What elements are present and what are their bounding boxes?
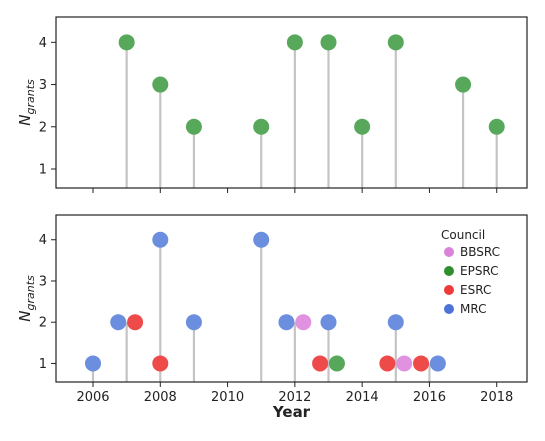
- data-point: [354, 118, 371, 135]
- bottom-panel: 1 2 3 4 2006 2008 2010 2012 2014 2016 2018 Ngrants Y…: [16, 214, 528, 421]
- data-point-esrc: [312, 355, 329, 372]
- data-point-mrc: [387, 314, 404, 331]
- legend-marker-mrc: [444, 304, 454, 314]
- plot-frame: [55, 16, 528, 189]
- x-tick-label: 2016: [413, 390, 446, 405]
- x-tick-label: 2012: [278, 390, 311, 405]
- legend-label-esrc: ESRC: [460, 283, 491, 297]
- data-point: [320, 34, 337, 51]
- x-tick-label: 2006: [76, 390, 109, 405]
- y-axis-title-subscript: grants: [24, 275, 37, 311]
- y-tick-label: 4: [39, 36, 47, 51]
- top-panel: 1 2 3 4 Ngrants: [16, 16, 528, 193]
- data-point: [253, 118, 270, 135]
- data-point-mrc: [185, 314, 202, 331]
- data-point-bbsrc: [396, 355, 413, 372]
- y-axis-title: Ngrants: [16, 79, 37, 126]
- y-tick-label: 4: [39, 233, 47, 248]
- data-point-bbsrc: [295, 314, 312, 331]
- legend-label-bbsrc: BBSRC: [460, 245, 500, 259]
- data-point-mrc: [320, 314, 337, 331]
- legend-marker-esrc: [444, 285, 454, 295]
- x-tick-label: 2010: [211, 390, 244, 405]
- y-axis-title-subscript: grants: [24, 79, 37, 115]
- legend-marker-bbsrc: [444, 247, 454, 257]
- data-point: [455, 76, 472, 93]
- x-tick-label: 2008: [144, 390, 177, 405]
- y-tick-label: 2: [39, 120, 47, 135]
- y-tick-label: 1: [39, 357, 47, 372]
- x-tick-label: 2014: [346, 390, 379, 405]
- data-point-mrc: [85, 355, 102, 372]
- y-tick-label: 3: [39, 78, 47, 93]
- plot-frame: [55, 214, 528, 383]
- data-point-esrc: [413, 355, 430, 372]
- y-tick-label: 2: [39, 316, 47, 331]
- legend: Council BBSRC EPSRC ESRC MRC: [441, 228, 500, 316]
- y-tick-label: 3: [39, 274, 47, 289]
- data-point-epsrc: [328, 355, 345, 372]
- data-point-mrc: [278, 314, 295, 331]
- data-point-esrc: [379, 355, 396, 372]
- y-axis-title: Ngrants: [16, 275, 37, 322]
- data-point-mrc: [429, 355, 446, 372]
- data-point-mrc: [110, 314, 127, 331]
- data-point-esrc: [127, 314, 144, 331]
- x-axis-title: Year: [272, 403, 311, 421]
- data-point: [387, 34, 404, 51]
- data-point: [286, 34, 303, 51]
- legend-label-epsrc: EPSRC: [460, 264, 499, 278]
- legend-marker-epsrc: [444, 266, 454, 276]
- data-point: [488, 118, 505, 135]
- data-point-esrc: [152, 355, 169, 372]
- data-point-mrc: [253, 231, 270, 248]
- data-point-mrc: [152, 231, 169, 248]
- x-tick-label: 2018: [480, 390, 513, 405]
- y-tick-label: 1: [39, 163, 47, 178]
- legend-label-mrc: MRC: [460, 302, 486, 316]
- data-point: [152, 76, 169, 93]
- data-point: [118, 34, 135, 51]
- legend-title: Council: [441, 228, 485, 242]
- y-axis-title-main: N: [16, 311, 34, 322]
- y-axis-title-main: N: [16, 115, 34, 126]
- data-point: [185, 118, 202, 135]
